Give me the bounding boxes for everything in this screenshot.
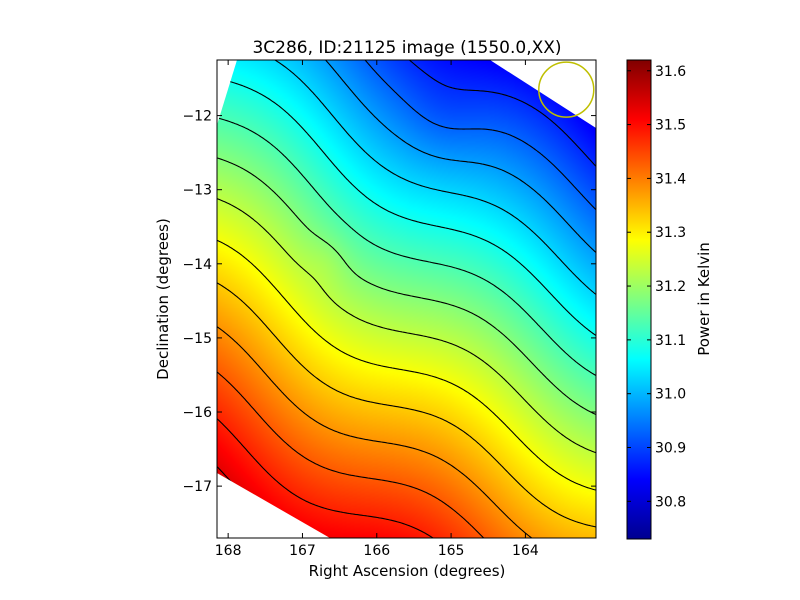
x-tick-label: 167 xyxy=(289,543,316,559)
colorbar-tick-label: 31.6 xyxy=(655,64,686,80)
contour-line xyxy=(217,326,533,538)
colorbar-tick-label: 31.3 xyxy=(655,225,686,241)
colorbar-tick-label: 31.4 xyxy=(655,171,686,187)
colorbar-tick-label: 30.8 xyxy=(655,494,686,510)
heatmap-field xyxy=(217,60,596,538)
colorbar-tick-label: 30.9 xyxy=(655,441,686,457)
y-tick-label: −16 xyxy=(182,405,212,421)
colorbar-label: Power in Kelvin xyxy=(695,242,713,356)
x-tick-label: 164 xyxy=(512,543,539,559)
contour-line xyxy=(217,371,485,538)
y-tick-label: −15 xyxy=(182,331,212,347)
colorbar-tick-label: 31.1 xyxy=(655,333,686,349)
colorbar-gradient xyxy=(626,59,652,540)
image-mask-top-right xyxy=(490,60,596,128)
contour-line xyxy=(217,418,434,538)
colorbar-tick-label: 31.2 xyxy=(655,279,686,295)
x-tick-label: 168 xyxy=(215,543,242,559)
y-tick-label: −13 xyxy=(182,183,212,199)
plot-area: 168 167 166 165 164 −12 −13 −14 −15 −16 −17 xyxy=(182,59,597,559)
colorbar-tick-label: 31.5 xyxy=(655,118,686,134)
beam-marker xyxy=(538,61,595,118)
contour-line xyxy=(217,239,596,491)
contour-line xyxy=(217,198,596,454)
y-tick-label: −12 xyxy=(182,109,212,125)
contour-line xyxy=(325,60,596,253)
image-mask-bottom-left xyxy=(217,473,330,538)
y-tick-label: −17 xyxy=(182,479,212,495)
chart-title: 3C286, ID:21125 image (1550.0,XX) xyxy=(252,38,561,58)
colorbar-tick-label: 31.0 xyxy=(655,387,686,403)
image-mask-top-left xyxy=(217,60,237,125)
colorbar: 30.8 30.9 31.0 31.1 31.2 31.3 31.4 31.5 31.6 Pow… xyxy=(626,59,713,540)
x-tick-label: 165 xyxy=(438,543,465,559)
heatmap-image xyxy=(217,60,596,538)
x-tick-label: 166 xyxy=(363,543,390,559)
y-tick-label: −14 xyxy=(182,257,212,273)
colorbar-ticks: 30.8 30.9 31.0 31.1 31.2 31.3 31.4 31.5 31.6 xyxy=(627,64,686,510)
y-axis-label: Declination (degrees) xyxy=(154,218,172,380)
y-axis: −12 −13 −14 −15 −16 −17 xyxy=(182,109,596,495)
x-axis: 168 167 166 165 164 xyxy=(215,60,539,559)
plot-frame xyxy=(216,59,597,539)
x-axis-label: Right Ascension (degrees) xyxy=(309,562,506,580)
contour-line xyxy=(217,282,596,528)
contour-lines xyxy=(217,60,596,538)
